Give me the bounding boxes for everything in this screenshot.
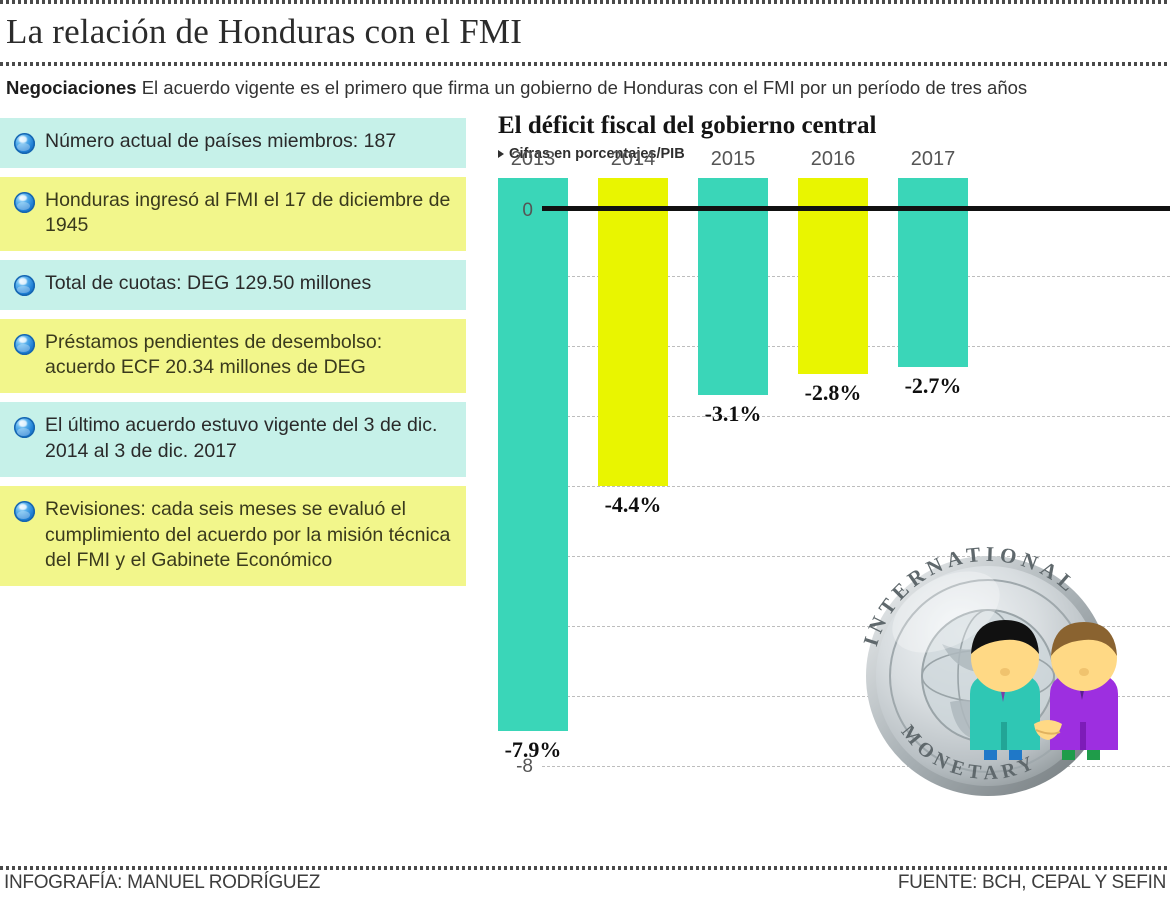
fact-item: Honduras ingresó al FMI el 17 de diciemb… — [0, 176, 466, 252]
globe-icon — [14, 417, 35, 439]
bar-slot: 2017 -2.7% — [898, 148, 968, 798]
fact-text: Revisiones: cada seis meses se evaluó el… — [45, 498, 451, 571]
x-axis-tick-label: 2014 — [610, 148, 656, 171]
bar-chart: 0-1-2-3-4-5-6-7-8 2013-7.9%2014-4.4%2015… — [484, 148, 1170, 798]
bar-slot: 2016 -2.8% — [798, 148, 868, 798]
globe-icon — [14, 191, 35, 213]
bar-slot: 2014 -4.4% — [598, 148, 668, 798]
chart-subtitle-text: Cifras en porcentajes/PIB — [509, 146, 685, 163]
chart-title: El déficit fiscal del gobierno central — [498, 112, 877, 140]
gridline: -8 — [516, 756, 1170, 777]
content-columns: Número actual de países miembros: 187 Ho… — [0, 112, 1170, 842]
top-rule — [0, 0, 1170, 4]
footer-rule — [0, 866, 1170, 870]
deck: Negociaciones El acuerdo vigente es el p… — [0, 66, 1170, 112]
bar-value-label: -3.1% — [704, 401, 762, 427]
globe-icon — [14, 333, 35, 355]
fact-text: Honduras ingresó al FMI el 17 de diciemb… — [45, 188, 451, 237]
chart-bars: 2013 -7.9% 2014 -4.4% 2015 -3.1% 2016 -2.8% 2017… — [498, 148, 968, 798]
fact-text: Préstamos pendientes de desembolso: acue… — [45, 330, 383, 379]
bar[interactable] — [498, 178, 568, 732]
x-axis-tick-label: 2017 — [910, 148, 956, 171]
fact-item: Número actual de países miembros: 187 — [0, 118, 466, 168]
footer: INFOGRAFÍA: MANUEL RODRÍGUEZ FUENTE: BCH… — [0, 866, 1170, 900]
source-credit: FUENTE: BCH, CEPAL Y SEFIN — [897, 872, 1166, 893]
fact-text: Total de cuotas: DEG 129.50 millones — [45, 272, 372, 295]
x-axis-tick-label: 2013 — [510, 148, 556, 171]
y-axis-tick-label: -8 — [516, 756, 533, 778]
chart-subtitle: Cifras en porcentajes/PIB — [484, 146, 1170, 162]
x-axis-tick-label: 2015 — [710, 148, 756, 171]
fact-text: El último acuerdo estuvo vigente del 3 d… — [45, 414, 438, 462]
fact-text: Número actual de países miembros: 187 — [45, 130, 397, 153]
x-axis-tick-label: 2016 — [810, 148, 856, 171]
bar-value-label: -4.4% — [604, 492, 662, 518]
bar-value-label: -2.8% — [804, 380, 862, 406]
chart-panel: El déficit fiscal del gobierno central C… — [466, 112, 1170, 798]
page-title: La relación de Honduras con el FMI — [6, 12, 523, 51]
globe-icon — [14, 133, 35, 155]
bar-value-label: -7.9% — [504, 737, 562, 763]
footer-credits: INFOGRAFÍA: MANUEL RODRÍGUEZ FUENTE: BCH… — [0, 870, 1170, 894]
bar-slot: 2013 -7.9% — [498, 148, 568, 798]
infographic-credit: INFOGRAFÍA: MANUEL RODRÍGUEZ — [4, 872, 321, 893]
title-rule — [0, 62, 1170, 66]
deck-body: El acuerdo vigente es el primero que fir… — [136, 77, 1028, 98]
bar[interactable] — [698, 178, 768, 396]
globe-icon — [14, 275, 35, 297]
fact-item: Préstamos pendientes de desembolso: acue… — [0, 318, 466, 394]
y-axis-tick-label: 0 — [522, 200, 533, 222]
facts-sidebar: Número actual de países miembros: 187 Ho… — [0, 112, 466, 595]
triangle-bullet-icon — [498, 150, 504, 159]
fact-item: Revisiones: cada seis meses se evaluó el… — [0, 486, 466, 587]
zero-axis-line: 0 — [522, 200, 1170, 221]
globe-icon — [14, 501, 35, 523]
bar-slot: 2015 -3.1% — [698, 148, 768, 798]
bar-value-label: -2.7% — [904, 373, 962, 399]
bar[interactable] — [598, 178, 668, 487]
fact-item: El último acuerdo estuvo vigente del 3 d… — [0, 402, 466, 478]
fact-item: Total de cuotas: DEG 129.50 millones — [0, 260, 466, 310]
deck-lead: Negociaciones — [6, 77, 137, 98]
